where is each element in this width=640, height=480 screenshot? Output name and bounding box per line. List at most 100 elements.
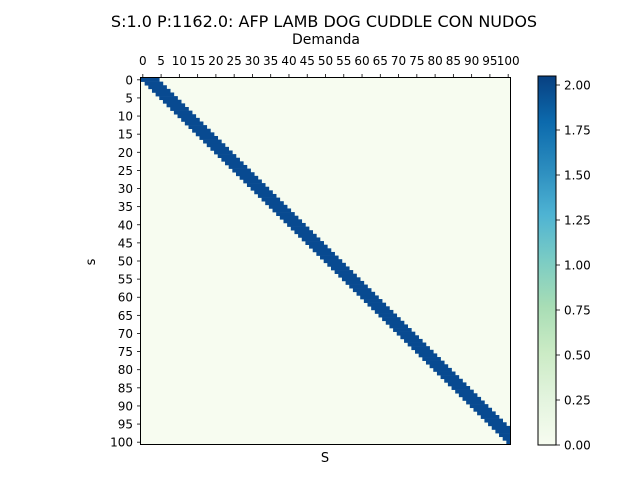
heatmap-cell-row-92 (477, 411, 496, 416)
x-axis-label: S (321, 451, 329, 466)
heatmap-cell-row-16 (199, 135, 219, 140)
heatmap-cell-row-70 (396, 331, 416, 336)
heatmap-cell-row-27 (239, 175, 259, 180)
heatmap-cell-row-90 (469, 404, 489, 409)
x-tick-label: 0 (139, 54, 147, 68)
y-tick-label: 50 (118, 255, 133, 269)
heatmap-cell-row-30 (250, 186, 270, 191)
heatmap-cell-row-22 (221, 157, 240, 162)
heatmap-cell-row-28 (243, 179, 262, 184)
heatmap-cell-row-48 (316, 251, 335, 256)
heatmap-cell-row-94 (484, 418, 503, 423)
colorbar-tick-label: 1.25 (564, 214, 591, 228)
heatmap-cell-row-20 (214, 150, 233, 155)
x-tick-label: 35 (263, 54, 278, 68)
heatmap-cell-row-49 (320, 255, 339, 260)
heatmap-cell-row-84 (447, 382, 467, 387)
y-tick-label: 45 (118, 236, 133, 250)
heatmap-cell-row-61 (363, 299, 383, 303)
heatmap-cell-row-82 (440, 375, 460, 380)
y-tick-label: 25 (118, 164, 133, 178)
heatmap-cell-row-6 (162, 99, 182, 104)
heatmap-cell-row-15 (195, 132, 215, 137)
heatmap-cell-row-2 (148, 85, 167, 90)
heatmap-cell-row-72 (404, 338, 423, 343)
heatmap-cell-row-79 (429, 364, 449, 369)
x-tick-label: 15 (190, 54, 205, 68)
colorbar-tick-label: 2.00 (564, 79, 591, 93)
heatmap-cell-row-81 (436, 371, 456, 376)
x-tick-label: 30 (245, 54, 260, 68)
y-tick-label: 85 (118, 381, 133, 395)
heatmap-cell-row-19 (210, 146, 229, 151)
heatmap-cell-row-55 (341, 277, 361, 282)
x-tick-label: 20 (208, 54, 223, 68)
heatmap-cell-row-64 (374, 309, 394, 314)
heatmap-cell-row-71 (400, 335, 419, 340)
heatmap-cell-row-62 (367, 302, 387, 307)
heatmap-cell-row-23 (225, 161, 244, 166)
heatmap-cell-row-7 (166, 103, 186, 108)
heatmap-cell-row-34 (265, 201, 284, 206)
y-tick-label: 10 (118, 110, 133, 124)
heatmap-cell-row-78 (425, 360, 445, 365)
heatmap-cell-row-32 (257, 193, 277, 198)
y-tick-label: 5 (125, 91, 133, 105)
y-tick-label: 0 (125, 73, 133, 87)
heatmap-cell-row-86 (455, 389, 474, 394)
y-tick-label: 35 (118, 200, 133, 214)
x-tick-label: 80 (427, 54, 442, 68)
x-tick-label: 95 (482, 54, 497, 68)
heatmap-cell-row-60 (360, 295, 379, 300)
heatmap-cell-row-69 (393, 328, 412, 332)
heatmap-cell-row-97 (495, 429, 511, 434)
y-tick-label: 70 (118, 327, 133, 341)
heatmap-cell-row-100 (506, 440, 511, 445)
y-tick-label: 100 (110, 436, 133, 450)
heatmap-cell-row-41 (290, 226, 310, 231)
heatmap-cell-row-50 (323, 259, 343, 264)
heatmap-cell-row-21 (217, 154, 237, 159)
heatmap-cell-row-65 (378, 313, 398, 318)
heatmap-cell-row-83 (444, 378, 463, 383)
heatmap-cell-row-8 (170, 106, 189, 111)
colorbar-tick-label: 0.75 (564, 304, 591, 318)
heatmap-cell-row-12 (184, 121, 204, 126)
plot-frame (140, 77, 511, 445)
x-tick-label: 5 (157, 54, 165, 68)
heatmap-cell-row-43 (298, 233, 317, 238)
heatmap-cell-row-66 (382, 317, 401, 322)
heatmap-cell-row-0 (141, 78, 160, 82)
y-tick-label: 30 (118, 182, 133, 196)
heatmap-cell-row-68 (389, 324, 409, 329)
colorbar-gradient (537, 75, 557, 446)
colorbar-tick-label: 1.00 (564, 259, 591, 273)
chart-title: S:1.0 P:1162.0: AFP LAMB DOG CUDDLE CON … (111, 12, 537, 31)
y-tick-label: 55 (118, 273, 133, 287)
heatmap-cell-row-57 (349, 284, 368, 289)
heatmap-cell-row-10 (177, 114, 197, 119)
heatmap-cell-row-52 (330, 266, 350, 271)
colorbar-tick-label: 0.25 (564, 394, 591, 408)
top-axis-label: Demanda (292, 32, 360, 48)
heatmap-cell-row-5 (159, 96, 178, 101)
heatmap-cell-row-26 (235, 172, 255, 177)
heatmap-cell-row-98 (499, 433, 511, 438)
colorbar-tick-label: 1.50 (564, 169, 591, 183)
heatmap-cell-row-39 (283, 219, 303, 224)
heatmap-cell-row-17 (203, 139, 222, 144)
colorbar-tick-label: 0.50 (564, 349, 591, 363)
x-tick-label: 55 (336, 54, 351, 68)
x-tick-label: 50 (318, 54, 333, 68)
heatmap-cell-row-36 (272, 208, 292, 213)
y-tick-label: 20 (118, 146, 133, 160)
x-tick-label: 45 (300, 54, 315, 68)
heatmap-cell-row-25 (232, 168, 251, 173)
x-tick-label: 70 (391, 54, 406, 68)
heatmap-cell-row-3 (151, 88, 171, 93)
heatmap-cell-row-54 (338, 273, 357, 278)
heatmap-cell-row-56 (345, 280, 365, 285)
heatmap-cell-row-45 (305, 241, 324, 245)
heatmap-cell-row-85 (451, 386, 471, 390)
